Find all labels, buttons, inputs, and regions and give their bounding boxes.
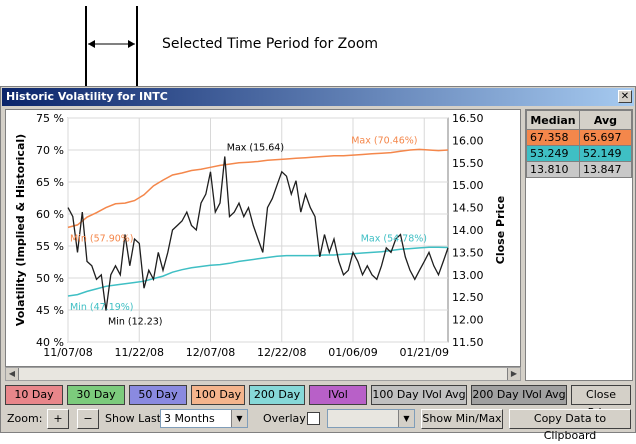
x-tick-label: 11/22/08 (115, 346, 164, 359)
btn-close-price[interactable]: Close Price (571, 385, 631, 419)
stats-cell: 53.249 (526, 145, 580, 162)
min-max-label: Max (15.64) (227, 143, 284, 154)
table-row: 53.249 52.149 (526, 145, 633, 162)
stats-cell: 13.847 (578, 161, 633, 178)
btn-10-day[interactable]: 10 Day (5, 385, 63, 405)
min-max-label: Max (54.78%) (361, 233, 427, 244)
btn-200-day[interactable]: 200 Day (249, 385, 305, 405)
scroll-right-icon[interactable]: ▶ (507, 368, 520, 380)
stats-table: Median Avg 67.358 65.697 53.249 52.149 1… (526, 110, 633, 178)
btn-30-day[interactable]: 30 Day (67, 385, 125, 405)
window-title: Historic Volatility for INTC (6, 90, 168, 103)
btn-ivol[interactable]: IVol (309, 385, 367, 405)
zoom-in-button[interactable]: + (47, 409, 69, 429)
y2-axis-label: Close Price (494, 196, 507, 264)
y-tick-label: 75 % (36, 112, 64, 125)
y-tick-label: 45 % (36, 304, 64, 317)
zoom-annotation-label: Selected Time Period for Zoom (162, 36, 379, 52)
y2-tick-label: 15.00 (452, 179, 484, 192)
table-row: 67.358 65.697 (526, 129, 633, 146)
stats-cell: 65.697 (578, 129, 633, 146)
stats-cell: 13.810 (526, 161, 580, 178)
avg-header: Avg (578, 110, 633, 130)
y-tick-label: 65 % (36, 176, 64, 189)
btn-200-day-ivol-avg[interactable]: 200 Day IVol Avg (471, 385, 567, 405)
x-tick-label: 12/07/08 (186, 346, 235, 359)
plot-area (67, 117, 449, 343)
y-tick-label: 60 % (36, 208, 64, 221)
stats-cell: 52.149 (578, 145, 633, 162)
annotation-area: Selected Time Period for Zoom (0, 0, 636, 140)
min-max-label: Max (70.46%) (351, 135, 417, 146)
y2-tick-label: 13.50 (452, 246, 484, 259)
median-header: Median (526, 110, 580, 130)
stats-panel: Median Avg 67.358 65.697 53.249 52.149 1… (525, 109, 633, 381)
series-line-2 (67, 156, 449, 311)
x-tick-label: 01/21/09 (400, 346, 449, 359)
overlay-select[interactable]: ▼ (327, 409, 415, 428)
overlay-checkbox[interactable] (307, 412, 320, 425)
y2-tick-label: 13.00 (452, 269, 484, 282)
show-last-select[interactable]: 3 Months ▼ (160, 409, 248, 428)
btn-100-day[interactable]: 100 Day (191, 385, 245, 405)
y2-tick-label: 16.50 (452, 112, 484, 125)
y-axis-label: Volatility (Implied & Historical) (14, 134, 27, 326)
y2-tick-label: 16.00 (452, 134, 484, 147)
y-tick-label: 50 % (36, 272, 64, 285)
btn-50-day[interactable]: 50 Day (129, 385, 187, 405)
chart-area: 75 % 70 % 65 % 60 % 55 % 50 % 45 % 40 % 16.50 16.… (5, 109, 521, 367)
y-tick-label: 55 % (36, 240, 64, 253)
y-tick-label: 70 % (36, 144, 64, 157)
horizontal-scrollbar[interactable]: ◀ ▶ (5, 367, 521, 381)
controls-row: Zoom: + − Show Last 3 Months ▼ Overlay ▼… (5, 409, 633, 442)
min-max-label: Min (12.23) (108, 317, 163, 328)
series-buttons: 10 Day 30 Day 50 Day 100 Day 200 Day IVo… (5, 385, 633, 419)
min-max-label: Min (57.90%) (70, 233, 134, 244)
copy-data-button[interactable]: Copy Data to Clipboard (509, 409, 631, 442)
x-tick-label: 12/22/08 (257, 346, 306, 359)
y2-tick-label: 14.00 (452, 224, 484, 237)
show-min-max-button[interactable]: Show Min/Max (421, 409, 503, 429)
x-tick-label: 11/07/08 (43, 346, 92, 359)
y2-tick-label: 12.50 (452, 291, 484, 304)
chevron-down-icon[interactable]: ▼ (398, 410, 414, 427)
overlay-label: Overlay (263, 412, 306, 425)
close-icon[interactable]: ✕ (618, 90, 632, 103)
zoom-out-button[interactable]: − (77, 409, 99, 429)
btn-100-day-ivol-avg[interactable]: 100 Day IVol Avg (371, 385, 467, 405)
zoom-label: Zoom: (7, 412, 43, 425)
show-last-label: Show Last (105, 412, 162, 425)
y-tick-label: 40 % (36, 336, 64, 349)
y2-tick-label: 12.00 (452, 314, 484, 327)
min-max-label: Min (47.19%) (70, 302, 134, 313)
stats-cell: 67.358 (526, 129, 580, 146)
scroll-left-icon[interactable]: ◀ (6, 368, 19, 380)
show-last-value: 3 Months (164, 412, 215, 425)
table-row: 13.810 13.847 (526, 161, 633, 178)
volatility-chart: 75 % 70 % 65 % 60 % 55 % 50 % 45 % 40 % 16.50 16.… (14, 112, 507, 359)
y2-tick-label: 11.50 (452, 336, 484, 349)
x-tick-label: 01/06/09 (328, 346, 377, 359)
title-bar: Historic Volatility for INTC ✕ (2, 88, 634, 106)
chevron-down-icon[interactable]: ▼ (231, 410, 247, 427)
series-line-1 (67, 246, 449, 297)
series-line-0 (67, 148, 449, 229)
y2-tick-label: 14.50 (452, 202, 484, 215)
y2-tick-label: 15.50 (452, 157, 484, 170)
volatility-window: Historic Volatility for INTC ✕ 75 % 70 % 6… (0, 86, 636, 442)
